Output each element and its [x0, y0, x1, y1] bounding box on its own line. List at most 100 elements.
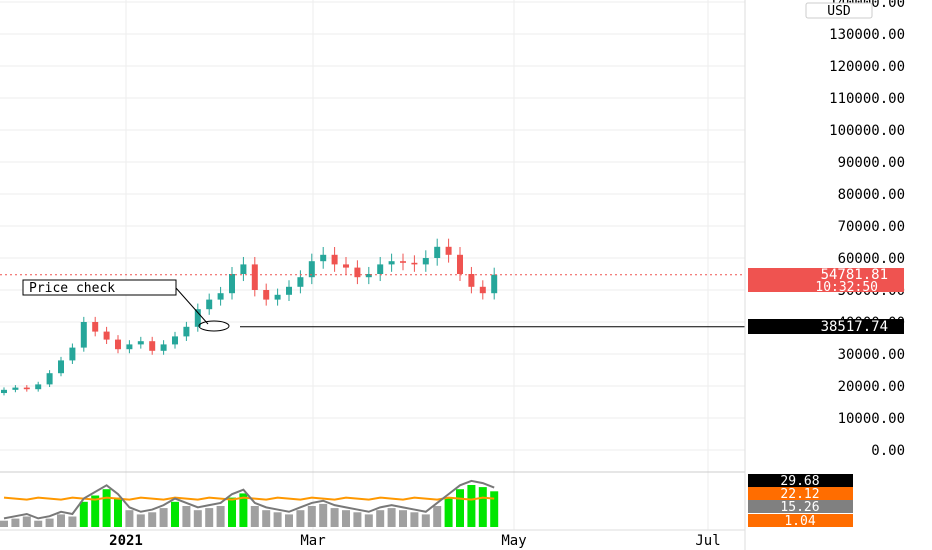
indicator-bar: [239, 493, 248, 527]
candle-body: [194, 309, 201, 327]
price-tick-label: 70000.00: [838, 219, 905, 235]
candle-body: [400, 261, 406, 263]
indicator-bar: [159, 508, 168, 527]
candle-body: [308, 261, 315, 278]
candle-body: [1, 389, 7, 394]
candle-body: [69, 347, 76, 361]
level-price-label: 38517.74: [748, 319, 904, 335]
candle-body: [137, 341, 144, 345]
candle-body: [172, 336, 178, 345]
price-check-annotation[interactable]: Price check: [22, 279, 230, 332]
candle-body: [263, 290, 270, 300]
candle-body: [80, 322, 87, 348]
indicator-bar: [273, 512, 282, 527]
candle-body: [354, 267, 361, 278]
indicator-bar: [330, 508, 339, 527]
indicator-label-value: 1.04: [784, 514, 815, 529]
indicator-bar: [376, 510, 385, 527]
candle-body: [160, 344, 167, 351]
indicator-bar: [171, 501, 179, 527]
indicator-bar: [262, 510, 271, 527]
time-axis[interactable]: 2021 Mar May Jul: [109, 533, 721, 549]
time-label-jul: Jul: [695, 533, 720, 549]
indicator-bar: [91, 495, 100, 527]
indicator-bar: [216, 506, 225, 527]
indicator-label-box: [748, 474, 853, 487]
candle-body: [343, 264, 349, 268]
candle-body: [297, 277, 304, 287]
candle-body: [103, 331, 110, 340]
price-tick-label: 130000.00: [829, 27, 905, 43]
indicator-bar: [57, 514, 65, 527]
price-tick-label: 100000.00: [829, 123, 905, 139]
indicator-bar: [478, 487, 487, 527]
indicator-bar: [433, 506, 442, 527]
indicator-label-value: 29.68: [780, 474, 819, 489]
countdown-value: 10:32:50: [815, 280, 878, 295]
candle-body: [434, 246, 441, 258]
indicator-bar: [0, 520, 8, 527]
time-label-2021: 2021: [109, 533, 143, 549]
price-tick-label: 110000.00: [829, 91, 905, 107]
grid-lines: [0, 0, 745, 530]
candle-body: [240, 264, 247, 274]
indicator-bar: [114, 497, 122, 527]
candle-body: [377, 264, 384, 274]
price-tick-label: 30000.00: [838, 347, 905, 363]
annotation-circle-icon: [198, 320, 230, 332]
time-label-mar: Mar: [300, 533, 325, 549]
indicator-bar: [34, 520, 43, 527]
indicator-bar: [342, 510, 350, 527]
indicator-bar: [296, 510, 305, 527]
currency-badge[interactable]: [805, 2, 873, 19]
candle-body: [274, 294, 281, 300]
indicator-bar: [22, 516, 31, 527]
indicator-bar: [285, 514, 293, 527]
candle-body: [217, 293, 224, 300]
candle-body: [479, 286, 486, 294]
indicator-bar: [182, 506, 191, 527]
candle-body: [365, 274, 372, 278]
indicator-bar: [353, 512, 362, 527]
indicator-bar: [148, 512, 157, 527]
indicator-label-value: 15.26: [780, 500, 819, 515]
indicator-bar: [421, 514, 430, 527]
annotation-text: Price check: [29, 281, 115, 296]
indicator-pane: [0, 479, 499, 527]
candle-body: [23, 387, 30, 390]
candle-body: [149, 341, 156, 351]
indicator-bar: [364, 514, 373, 527]
candle-body: [411, 262, 418, 265]
candle-body: [229, 274, 235, 294]
indicator-signal-line: [3, 496, 495, 501]
price-tick-label: 120000.00: [829, 59, 905, 75]
time-label-may: May: [501, 533, 526, 549]
indicator-bar: [193, 510, 202, 527]
candle-body: [206, 299, 213, 310]
indicator-bar: [387, 508, 396, 527]
indicator-bar: [467, 485, 476, 527]
candle-body: [183, 326, 190, 337]
indicator-bar: [490, 491, 499, 527]
price-tick-label: 80000.00: [838, 187, 905, 203]
price-tick-label: 10000.00: [838, 411, 905, 427]
price-tick-label: 20000.00: [838, 379, 905, 395]
candle-body: [251, 264, 258, 290]
indicator-label-box: [748, 487, 853, 500]
indicator-main-line: [3, 479, 495, 520]
indicator-bar: [11, 518, 20, 527]
price-axis[interactable]: 140000.00130000.00120000.00110000.001000…: [829, 0, 905, 459]
indicator-label-value: 22.12: [780, 487, 819, 502]
candle-body: [331, 254, 338, 265]
indicator-bar: [250, 506, 259, 527]
indicator-bar: [125, 510, 134, 527]
indicator-bar: [456, 489, 464, 527]
candle-body: [457, 254, 463, 274]
candle-body: [388, 261, 395, 265]
current-price-value: 54781.81: [821, 267, 888, 283]
price-tick-label: 60000.00: [838, 251, 905, 267]
indicator-bar: [307, 506, 316, 527]
indicator-bar: [102, 489, 111, 527]
candle-body: [468, 274, 475, 287]
